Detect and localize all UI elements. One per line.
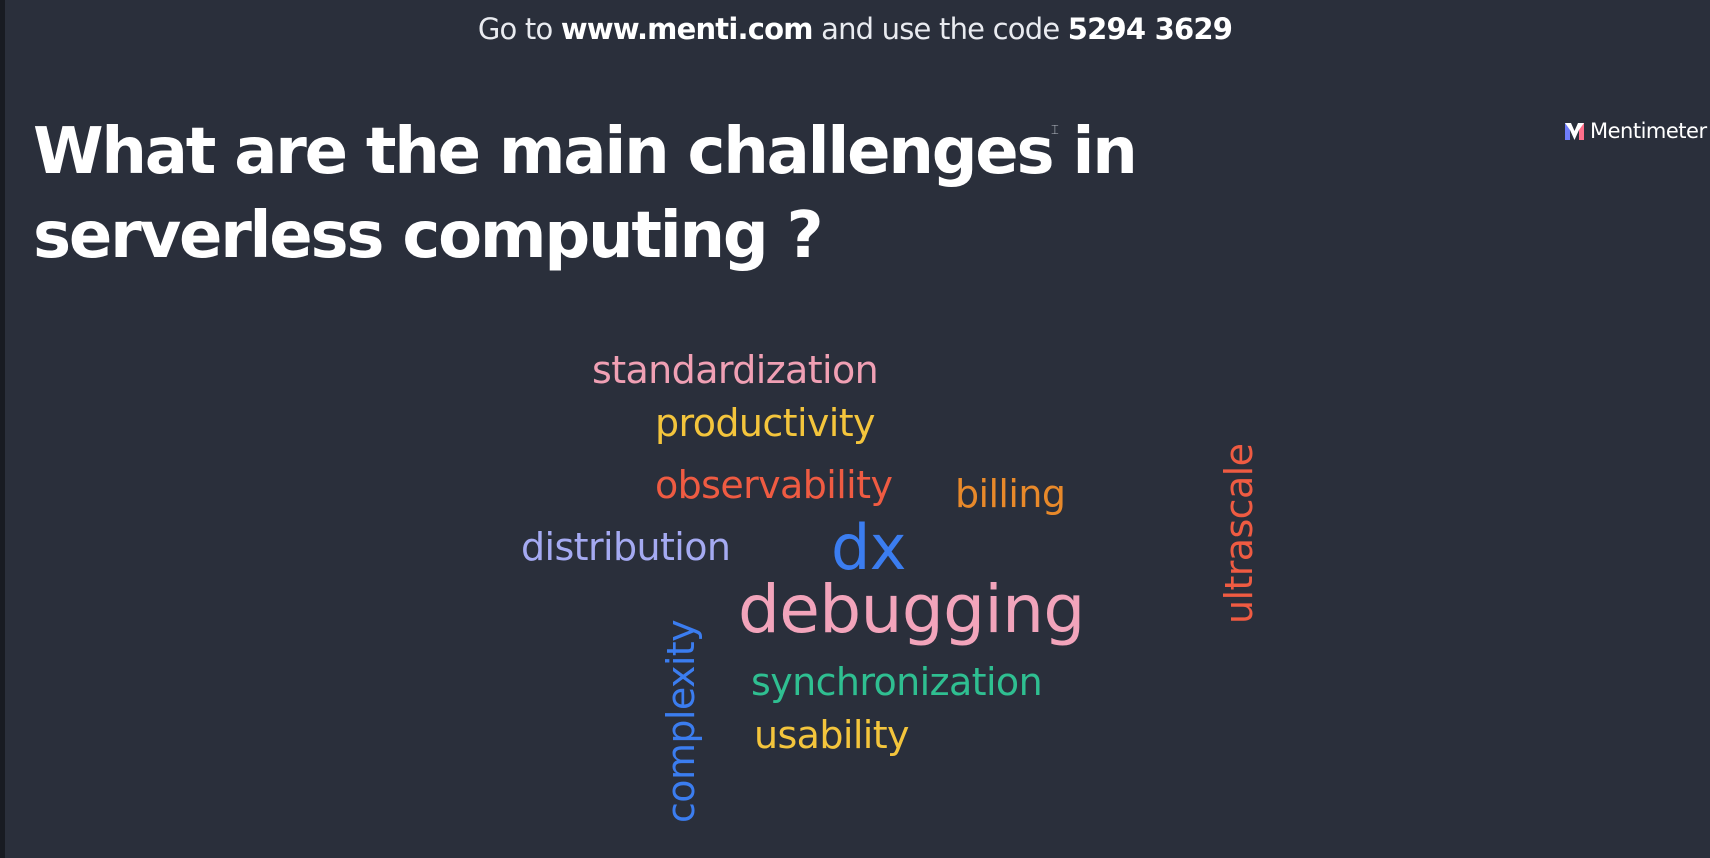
- word-distribution: distribution: [521, 525, 731, 569]
- join-instructions: Go to www.menti.com and use the code 529…: [0, 12, 1710, 46]
- join-url[interactable]: www.menti.com: [560, 12, 814, 46]
- word-ultrascale: ultrascale: [1217, 443, 1261, 624]
- word-complexity: complexity: [659, 620, 703, 823]
- window-edge: [0, 0, 5, 858]
- join-middle: and use the code: [821, 12, 1060, 46]
- mentimeter-logo-icon: [1565, 122, 1584, 140]
- join-code: 5294 3629: [1067, 12, 1233, 46]
- join-prefix: Go to: [477, 12, 553, 46]
- word-dx: dx: [831, 511, 906, 584]
- word-productivity: productivity: [655, 401, 876, 445]
- brand-name: Mentimeter: [1590, 119, 1707, 143]
- word-usability: usability: [754, 713, 910, 757]
- mentimeter-brand: Mentimeter: [1565, 119, 1707, 143]
- word-billing: billing: [955, 472, 1066, 516]
- text-cursor-icon: ⌶: [1051, 123, 1059, 138]
- word-synchronization: synchronization: [751, 660, 1043, 704]
- word-standardization: standardization: [592, 348, 879, 392]
- question-title: What are the main challenges in serverle…: [33, 115, 1138, 273]
- word-observability: observability: [655, 463, 893, 507]
- word-debugging: debugging: [738, 571, 1085, 648]
